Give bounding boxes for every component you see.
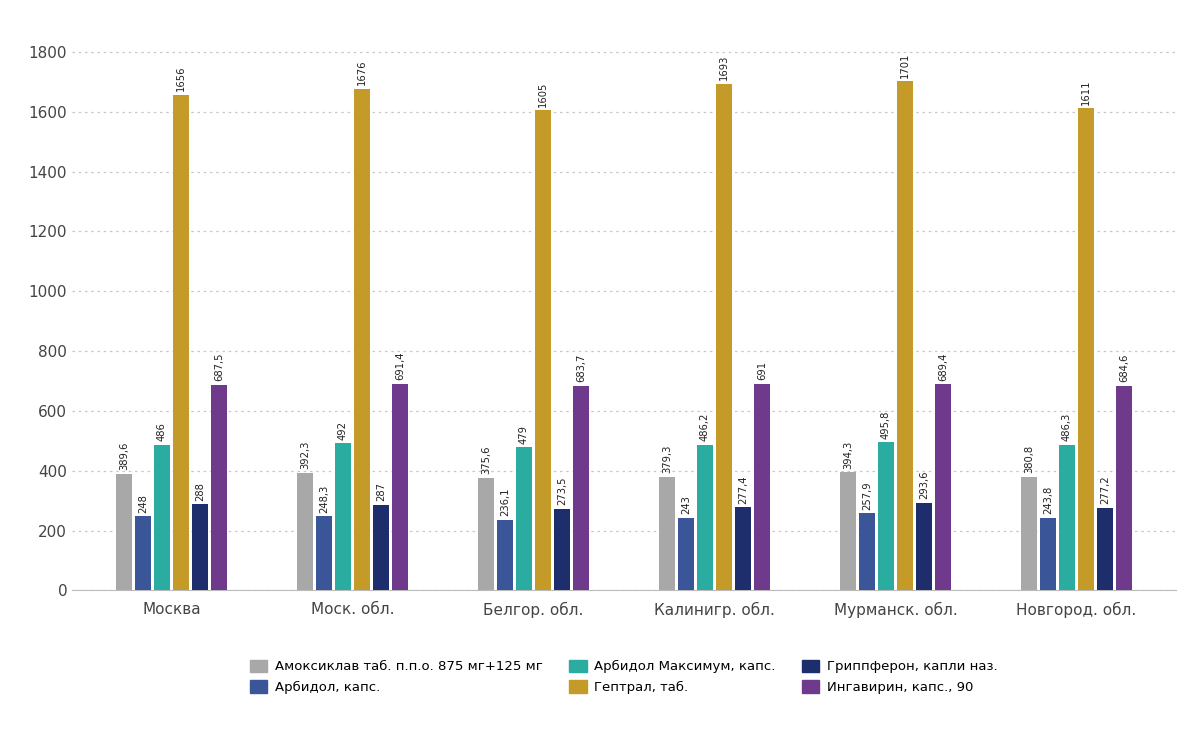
Bar xyxy=(1039,518,1056,590)
Bar xyxy=(192,504,209,590)
Bar xyxy=(734,507,751,590)
Legend: Амоксиклав таб. п.п.о. 875 мг+125 мг, Арбидол, капс., Арбидол Максимум, капс., Г: Амоксиклав таб. п.п.о. 875 мг+125 мг, Ар… xyxy=(250,660,998,694)
Bar xyxy=(391,383,408,590)
Bar xyxy=(154,445,170,590)
Text: 389,6: 389,6 xyxy=(119,442,130,470)
Bar xyxy=(896,82,913,590)
Bar xyxy=(1058,445,1075,590)
Text: 392,3: 392,3 xyxy=(300,441,310,469)
Text: 1676: 1676 xyxy=(358,60,367,85)
Text: 1693: 1693 xyxy=(719,55,728,80)
Text: 293,6: 293,6 xyxy=(919,470,929,499)
Bar xyxy=(916,502,932,590)
Text: 691: 691 xyxy=(757,361,767,380)
Text: 277,2: 277,2 xyxy=(1100,475,1110,504)
Bar xyxy=(316,516,332,590)
Bar xyxy=(1097,507,1114,590)
Bar xyxy=(373,504,389,590)
Text: 495,8: 495,8 xyxy=(881,410,890,439)
Text: 1605: 1605 xyxy=(538,81,548,106)
Text: 687,5: 687,5 xyxy=(214,353,224,381)
Bar xyxy=(840,472,857,590)
Text: 1656: 1656 xyxy=(176,66,186,91)
Bar xyxy=(1116,386,1133,590)
Text: 257,9: 257,9 xyxy=(862,481,872,510)
Bar xyxy=(678,518,695,590)
Text: 689,4: 689,4 xyxy=(938,352,948,381)
Bar xyxy=(497,520,514,590)
Text: 486: 486 xyxy=(157,423,167,442)
Text: 288: 288 xyxy=(196,482,205,501)
Bar xyxy=(516,447,533,590)
Bar xyxy=(715,84,732,590)
Text: 375,6: 375,6 xyxy=(481,446,491,475)
Bar xyxy=(1020,477,1037,590)
Text: 236,1: 236,1 xyxy=(500,488,510,516)
Text: 277,4: 277,4 xyxy=(738,475,748,504)
Bar xyxy=(1078,109,1094,590)
Text: 243,8: 243,8 xyxy=(1043,486,1052,514)
Text: 691,4: 691,4 xyxy=(395,351,406,380)
Bar xyxy=(535,110,551,590)
Text: 287: 287 xyxy=(376,482,386,501)
Bar xyxy=(754,383,770,590)
Bar xyxy=(859,513,875,590)
Text: 486,2: 486,2 xyxy=(700,413,710,441)
Text: 380,8: 380,8 xyxy=(1024,445,1034,473)
Bar xyxy=(335,443,352,590)
Text: 243: 243 xyxy=(680,495,691,514)
Bar xyxy=(553,509,570,590)
Text: 273,5: 273,5 xyxy=(557,477,568,505)
Text: 248,3: 248,3 xyxy=(319,484,329,512)
Bar xyxy=(211,385,228,590)
Text: 248: 248 xyxy=(138,494,148,512)
Text: 379,3: 379,3 xyxy=(662,445,672,473)
Bar xyxy=(572,386,589,590)
Text: 1611: 1611 xyxy=(1081,79,1091,105)
Bar xyxy=(935,384,952,590)
Bar xyxy=(296,473,313,590)
Bar xyxy=(697,445,713,590)
Bar xyxy=(478,478,494,590)
Bar xyxy=(354,89,371,590)
Text: 486,3: 486,3 xyxy=(1062,413,1072,441)
Text: 683,7: 683,7 xyxy=(576,354,586,382)
Text: 1701: 1701 xyxy=(900,52,910,78)
Text: 479: 479 xyxy=(520,424,529,443)
Text: 492: 492 xyxy=(338,421,348,440)
Bar xyxy=(134,516,151,590)
Bar xyxy=(877,442,894,590)
Bar xyxy=(659,477,676,590)
Text: 684,6: 684,6 xyxy=(1118,354,1129,382)
Bar xyxy=(115,474,132,590)
Text: 394,3: 394,3 xyxy=(842,440,853,469)
Bar xyxy=(173,95,190,590)
